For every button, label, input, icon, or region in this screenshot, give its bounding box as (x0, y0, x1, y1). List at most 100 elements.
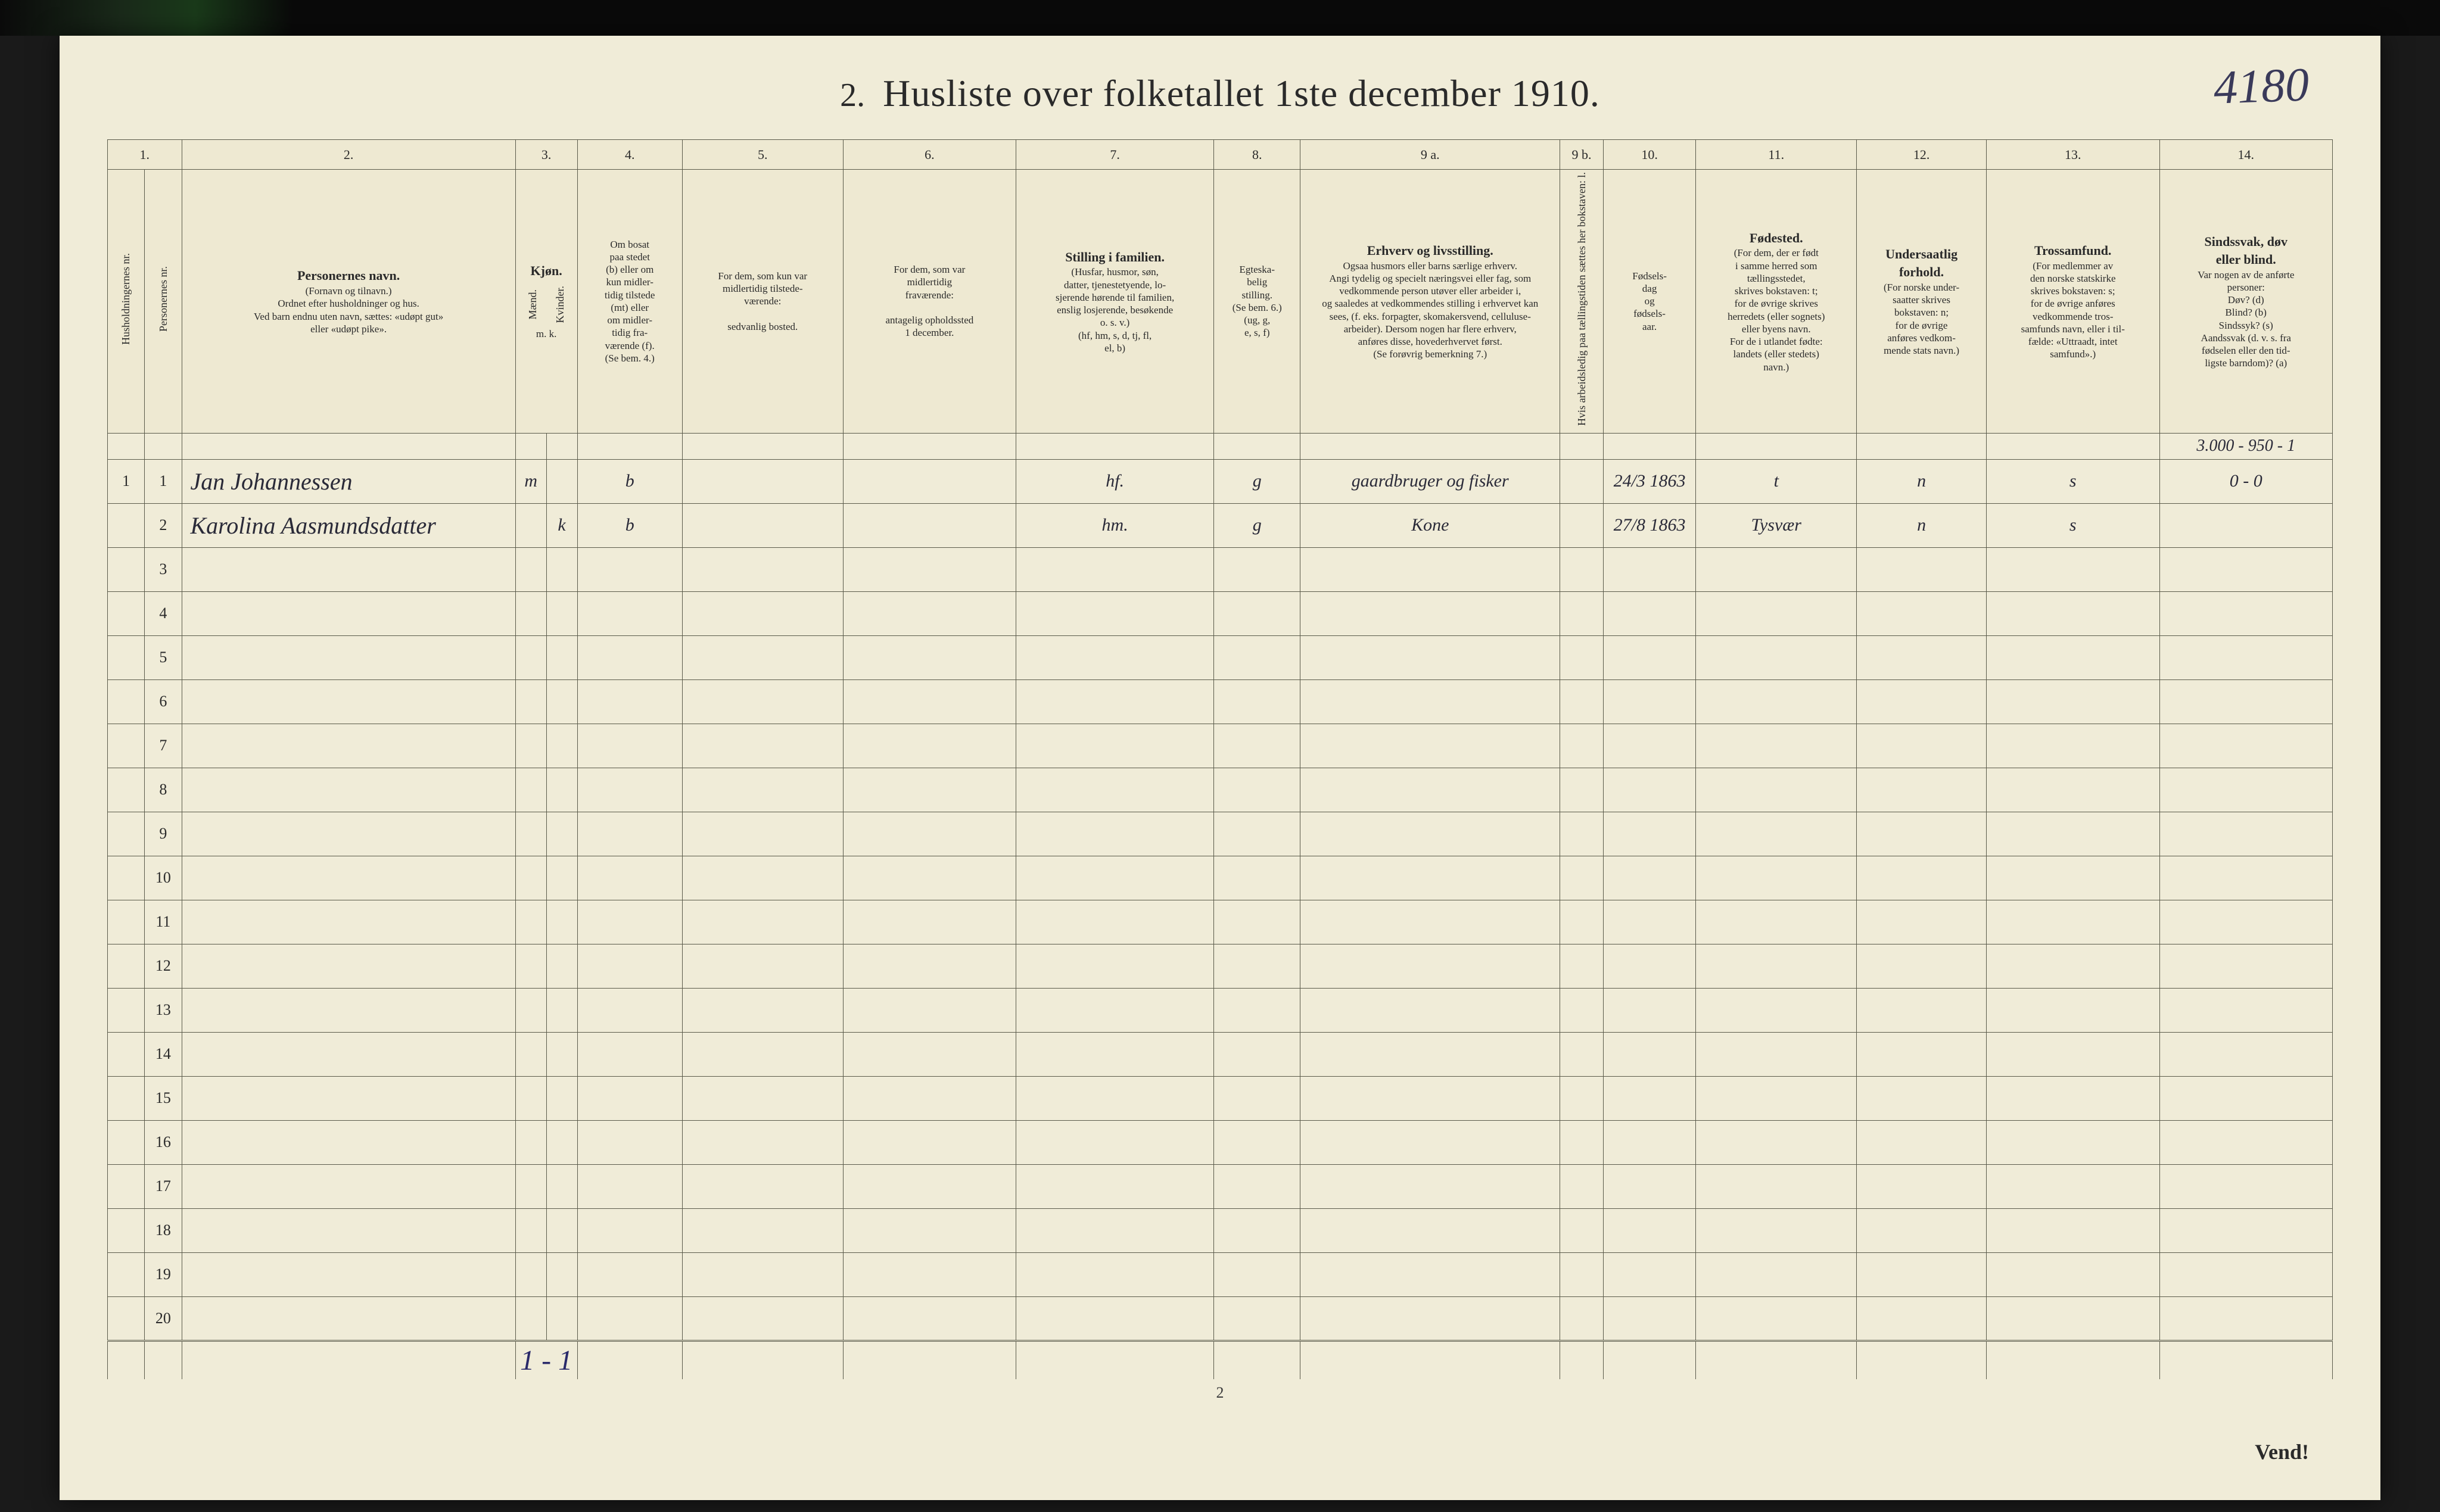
cell: 0 - 0 (2159, 459, 2333, 503)
cell: t (1696, 459, 1857, 503)
cell-person-nr: 11 (145, 900, 182, 944)
cell: Tysvær (1696, 503, 1857, 547)
cell (546, 459, 577, 503)
table-row-empty: 8 (108, 768, 2333, 812)
cell-person-nr: 14 (145, 1032, 182, 1076)
cell: n (1857, 459, 1987, 503)
turn-over-label: Vend! (2255, 1439, 2309, 1464)
hdr-midlertidig-fravaer: For dem, som varmidlertidigfraværende:an… (843, 170, 1016, 434)
column-number: 13. (1987, 140, 2160, 170)
cell-person-nr: 12 (145, 944, 182, 988)
cell: b (577, 503, 682, 547)
hdr-bosat: Om bosatpaa stedet(b) eller omkun midler… (577, 170, 682, 434)
handwritten-page-number: 4180 (2212, 58, 2310, 116)
column-header-row: Husholdningernes nr. Personernes nr. Per… (108, 170, 2333, 434)
column-number: 1. (108, 140, 182, 170)
paper-content: 2. Husliste over folketallet 1ste decemb… (60, 36, 2380, 1500)
bottom-tally: 1 - 1 (515, 1340, 577, 1379)
table-row: 2Karolina Aasmundsdatter kb hm.gKone 27/8 1… (108, 503, 2333, 547)
cell-person-nr: 2 (145, 503, 182, 547)
scanner-edge (0, 0, 2440, 36)
column-number: 4. (577, 140, 682, 170)
cell-person-nr: 9 (145, 812, 182, 856)
hdr-navn: Personernes navn. (Fornavn og tilnavn.)O… (182, 170, 515, 434)
table-row-empty: 15 (108, 1076, 2333, 1120)
form-number: 2. (840, 76, 865, 114)
census-table: 1.2.3.4.5.6.7.8.9 a.9 b.10.11.12.13.14. … (107, 139, 2333, 1379)
hand-note-col14-top: 3.000 - 950 - 1 (2159, 433, 2333, 459)
cell-person-nr: 3 (145, 547, 182, 591)
cell-husholdning-nr (108, 503, 145, 547)
table-row-empty: 10 (108, 856, 2333, 900)
hdr-fodested: Fødested. (For dem, der er fødti samme h… (1696, 170, 1857, 434)
table-row-empty: 4 (108, 591, 2333, 635)
footer-page-number: 2 (107, 1384, 2333, 1402)
cell: hf. (1016, 459, 1214, 503)
cell: m (515, 459, 546, 503)
cell: n (1857, 503, 1987, 547)
column-number: 7. (1016, 140, 1214, 170)
tally-row: 1 - 1 (108, 1340, 2333, 1379)
column-number: 2. (182, 140, 515, 170)
paper-sheet: 2. Husliste over folketallet 1ste decemb… (60, 36, 2380, 1500)
cell: gaardbruger og fisker (1300, 459, 1560, 503)
hdr-kjon: Kjøn. Mænd. Kvinder. m. k. (515, 170, 577, 434)
cell: k (546, 503, 577, 547)
cell-person-nr: 13 (145, 988, 182, 1032)
hdr-person-nr: Personernes nr. (145, 170, 182, 434)
column-number: 5. (682, 140, 843, 170)
page-wrapper: 2. Husliste over folketallet 1ste decemb… (0, 0, 2440, 1512)
table-row-empty: 13 (108, 988, 2333, 1032)
column-number: 14. (2159, 140, 2333, 170)
table-row-empty: 11 (108, 900, 2333, 944)
cell-person-nr: 5 (145, 635, 182, 679)
cell-navn: Karolina Aasmundsdatter (182, 503, 515, 547)
column-number: 6. (843, 140, 1016, 170)
hdr-egteskab: Egteska-beligstilling.(Se bem. 6.)(ug, g… (1214, 170, 1300, 434)
cell (1560, 459, 1604, 503)
hdr-midlertidig-tilstede: For dem, som kun varmidlertidig tilstede… (682, 170, 843, 434)
hdr-fodselsdato: Fødsels-dagogfødsels-aar. (1603, 170, 1696, 434)
cell: b (577, 459, 682, 503)
cell (843, 459, 1016, 503)
cell: s (1987, 459, 2160, 503)
table-row-empty: 7 (108, 724, 2333, 768)
cell-person-nr: 10 (145, 856, 182, 900)
hdr-erhverv: Erhverv og livsstilling. Ogsaa husmors e… (1300, 170, 1560, 434)
cell (682, 459, 843, 503)
table-row-empty: 16 (108, 1120, 2333, 1164)
cell (682, 503, 843, 547)
cell-person-nr: 16 (145, 1120, 182, 1164)
column-number: 9 a. (1300, 140, 1560, 170)
cell-navn: Jan Johannessen (182, 459, 515, 503)
hdr-navn-desc: (Fornavn og tilnavn.)Ordnet efter hushol… (186, 285, 512, 335)
cell-person-nr: 18 (145, 1208, 182, 1252)
cell: 27/8 1863 (1603, 503, 1696, 547)
column-number: 3. (515, 140, 577, 170)
cell-person-nr: 20 (145, 1296, 182, 1340)
cell-person-nr: 8 (145, 768, 182, 812)
table-row-empty: 3 (108, 547, 2333, 591)
cell: g (1214, 503, 1300, 547)
cell: Kone (1300, 503, 1560, 547)
cell-person-nr: 1 (145, 459, 182, 503)
table-row-empty: 6 (108, 679, 2333, 724)
title-row: 2. Husliste over folketallet 1ste decemb… (107, 71, 2333, 116)
table-row: 11Jan Johannessenmbhf.ggaardbruger og fi… (108, 459, 2333, 503)
cell: hm. (1016, 503, 1214, 547)
cell: g (1214, 459, 1300, 503)
cell (1560, 503, 1604, 547)
hand-note-row: 3.000 - 950 - 1 (108, 433, 2333, 459)
column-number: 9 b. (1560, 140, 1604, 170)
cell (2159, 503, 2333, 547)
cell (515, 503, 546, 547)
table-row-empty: 14 (108, 1032, 2333, 1076)
column-number: 11. (1696, 140, 1857, 170)
table-row-empty: 5 (108, 635, 2333, 679)
cell-person-nr: 4 (145, 591, 182, 635)
cell-person-nr: 7 (145, 724, 182, 768)
column-number: 10. (1603, 140, 1696, 170)
table-row-empty: 18 (108, 1208, 2333, 1252)
cell (843, 503, 1016, 547)
table-row-empty: 20 (108, 1296, 2333, 1340)
